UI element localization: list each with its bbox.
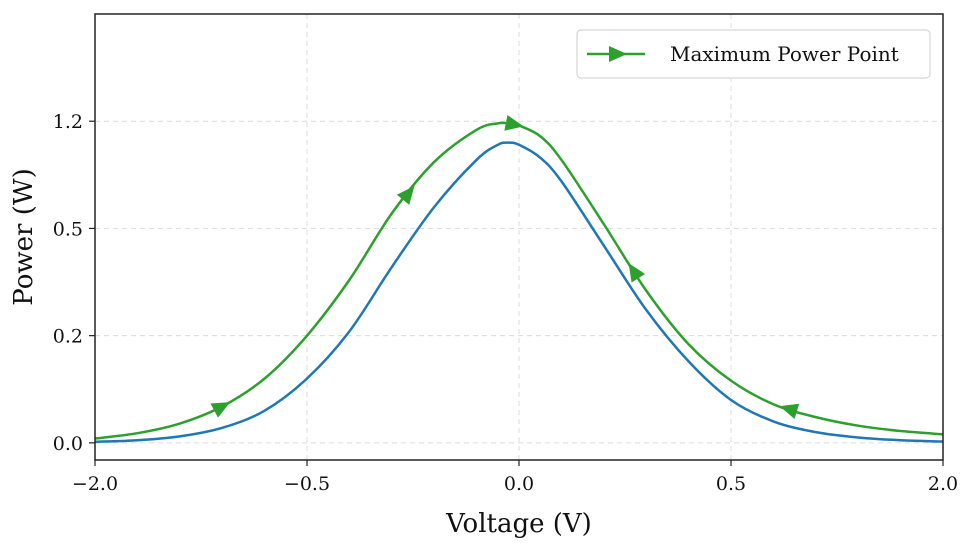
direction-arrow-marker (628, 263, 646, 283)
legend-box (576, 29, 931, 79)
legend-marker (609, 46, 627, 62)
series-layer (94, 115, 944, 444)
y-tick-label: 0.0 (53, 433, 83, 455)
direction-arrow-marker (396, 185, 415, 205)
direction-arrow-marker (504, 115, 524, 131)
legend-label: Maximum Power Point (670, 42, 899, 66)
x-axis-label: Voltage (V) (445, 509, 592, 539)
power-curve-line (94, 141, 944, 444)
direction-arrow-marker (779, 403, 800, 420)
x-tick-label: −0.5 (284, 473, 330, 495)
y-tick-label: 1.2 (53, 111, 83, 133)
x-tick-label: 2.0 (928, 473, 958, 495)
grid (94, 14, 944, 460)
ticks: −2.0 −0.5 0.0 0.5 2.0 0.0 0.2 0.5 1.2 (53, 111, 958, 495)
x-tick-label: 0.5 (716, 473, 746, 495)
legend: Maximum Power Point (576, 29, 931, 79)
y-tick-label: 0.5 (53, 218, 83, 240)
x-tick-label: −2.0 (72, 473, 118, 495)
y-axis-label: Power (W) (9, 168, 39, 305)
direction-arrow-marker (210, 402, 231, 418)
x-tick-label: 0.0 (504, 473, 534, 495)
y-tick-label: 0.2 (53, 326, 83, 348)
